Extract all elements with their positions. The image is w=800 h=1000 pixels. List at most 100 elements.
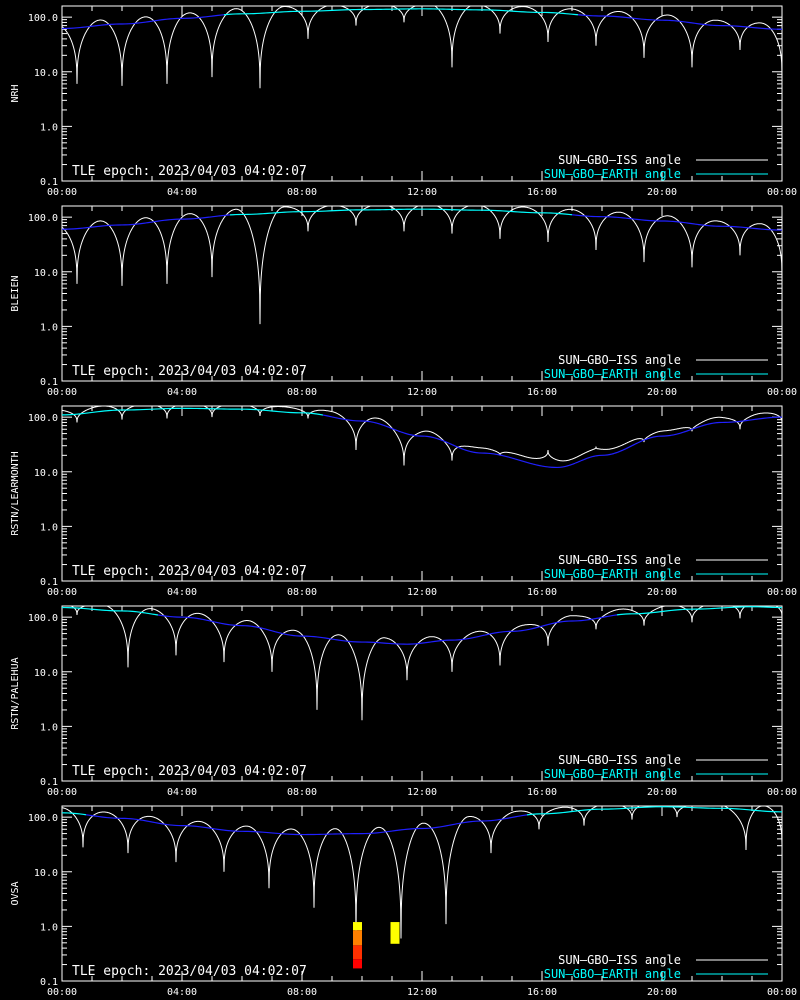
observation-marker — [353, 922, 362, 931]
series-sun-gbo-earth-segment — [526, 461, 531, 464]
series-sun-gbo-earth-segment — [502, 817, 507, 820]
legend-label-iss: SUN—GBO—ISS angle — [558, 353, 681, 367]
x-tick-label: 16:00 — [527, 987, 557, 998]
series-sun-gbo-earth-segment — [454, 822, 459, 825]
series-sun-gbo-earth-segment — [496, 453, 501, 456]
series-sun-gbo-earth-segment — [532, 627, 537, 630]
y-tick-label: 0.1 — [40, 977, 58, 988]
series-sun-gbo-earth-segment — [202, 618, 207, 621]
series-sun-gbo-earth-segment — [454, 445, 459, 448]
series-sun-gbo-earth-segment — [691, 427, 696, 430]
y-tick-label: 1.0 — [40, 522, 58, 533]
panel-1: 0.1 1.0 10.0 100.0 BLEIEN 00:00 04:00 08:00 12:0… — [10, 205, 797, 398]
series-sun-gbo-earth-segment — [490, 632, 495, 635]
x-tick-label: 04:00 — [167, 387, 197, 398]
x-tick-label: 20:00 — [647, 787, 677, 798]
series-sun-gbo-earth-segment — [331, 416, 336, 419]
panel-4: 0.1 1.0 10.0 100.0 OVSA 00:00 04:00 08:00 12:00 1… — [10, 805, 797, 998]
series-sun-gbo-earth-segment — [682, 430, 687, 433]
series-sun-gbo-earth-segment — [253, 626, 258, 628]
series-sun-gbo-earth-segment — [610, 452, 615, 455]
legend-label-iss: SUN—GBO—ISS angle — [558, 153, 681, 167]
y-axis-label: BLEIEN — [10, 275, 21, 311]
legend-label-earth: SUN—GBO—EARTH angle — [544, 167, 681, 181]
series-sun-gbo-earth-segment — [607, 453, 612, 456]
y-tick-label: 10.0 — [34, 468, 58, 479]
y-tick-label: 0.1 — [40, 577, 58, 588]
legend-label-iss: SUN—GBO—ISS angle — [558, 753, 681, 767]
series-sun-gbo-earth-segment — [442, 440, 447, 443]
observation-marker — [390, 922, 400, 944]
series-sun-gbo-earth-segment — [277, 631, 282, 634]
series-sun-gbo-earth-segment — [385, 425, 390, 428]
x-tick-label: 16:00 — [527, 187, 557, 198]
series-sun-gbo-earth-segment — [709, 422, 714, 425]
x-tick-label: 08:00 — [287, 187, 317, 198]
series-sun-gbo-earth-segment — [544, 623, 549, 626]
series-sun-gbo-earth-segment — [445, 824, 450, 827]
tle-epoch-annotation: TLE epoch: 2023/04/03 04:02:07 — [72, 564, 307, 579]
series-sun-gbo-earth-segment — [319, 413, 324, 416]
series-sun-gbo-earth-segment — [484, 633, 489, 636]
series-sun-gbo-earth-segment — [679, 431, 684, 434]
series-sun-gbo-earth-segment — [427, 435, 432, 438]
series-sun-gbo-earth-segment — [694, 426, 699, 429]
series-sun-gbo-earth-segment — [685, 429, 690, 432]
series-sun-gbo-earth-segment — [469, 637, 474, 639]
series-sun-gbo-earth-segment — [397, 430, 402, 433]
series-sun-gbo-earth-segment — [688, 428, 693, 431]
observation-marker — [353, 930, 362, 946]
series-sun-gbo-earth-segment — [595, 617, 600, 620]
series-sun-gbo-earth-segment — [376, 422, 381, 425]
series-sun-gbo-earth-segment — [517, 815, 522, 817]
x-tick-label: 04:00 — [167, 187, 197, 198]
series-sun-gbo-earth-segment — [334, 416, 339, 419]
series-sun-gbo-earth-segment — [592, 455, 597, 458]
x-tick-label: 04:00 — [167, 987, 197, 998]
series-sun-gbo-earth-segment — [340, 418, 345, 420]
series-sun-gbo-earth-segment — [154, 821, 159, 824]
series-sun-gbo-earth-segment — [439, 439, 444, 442]
series-sun-gbo-earth-segment — [589, 455, 594, 458]
y-tick-label: 10.0 — [34, 868, 58, 879]
y-tick-label: 1.0 — [40, 922, 58, 933]
series-sun-gbo-earth-segment — [466, 450, 471, 453]
x-tick-label: 00:00 — [767, 187, 797, 198]
series-sun-gbo-earth-segment — [394, 429, 399, 432]
series-sun-gbo-earth-segment — [697, 425, 702, 428]
tle-epoch-annotation: TLE epoch: 2023/04/03 04:02:07 — [72, 964, 307, 979]
series-sun-gbo-earth-segment — [631, 443, 636, 447]
series-sun-gbo-earth-segment — [328, 415, 333, 418]
series-sun-gbo-iss-line — [62, 6, 782, 89]
y-axis-label: RSTN/LEARMONTH — [10, 451, 21, 535]
y-tick-label: 10.0 — [34, 668, 58, 679]
series-sun-gbo-earth-segment — [472, 636, 477, 639]
x-tick-label: 04:00 — [167, 587, 197, 598]
x-tick-label: 12:00 — [407, 587, 437, 598]
series-sun-gbo-earth-segment — [448, 824, 453, 826]
series-sun-gbo-earth-segment — [649, 436, 654, 439]
series-sun-gbo-earth-segment — [523, 461, 528, 464]
series-sun-gbo-earth-segment — [391, 427, 396, 431]
series-sun-gbo-earth-segment — [535, 464, 540, 467]
series-sun-gbo-earth-segment — [634, 442, 639, 445]
x-tick-label: 16:00 — [527, 587, 557, 598]
series-sun-gbo-earth-segment — [508, 456, 513, 459]
series-sun-gbo-earth-segment — [460, 821, 465, 824]
series-sun-gbo-earth-segment — [547, 623, 552, 626]
series-sun-gbo-iss-line — [62, 606, 782, 721]
series-sun-gbo-earth-segment — [400, 431, 405, 434]
x-tick-label: 00:00 — [47, 587, 77, 598]
series-sun-gbo-earth-segment — [283, 633, 288, 636]
series-sun-gbo-earth-segment — [622, 448, 627, 451]
series-sun-gbo-earth-segment — [205, 619, 210, 622]
series-sun-gbo-earth-segment — [370, 421, 375, 424]
x-tick-label: 00:00 — [47, 787, 77, 798]
legend-label-earth: SUN—GBO—EARTH angle — [544, 967, 681, 981]
series-sun-gbo-earth-segment — [220, 622, 225, 625]
series-sun-gbo-earth-segment — [481, 634, 486, 637]
series-sun-gbo-earth-segment — [373, 421, 378, 424]
series-sun-gbo-earth-segment — [526, 628, 531, 631]
series-sun-gbo-earth-segment — [640, 439, 645, 442]
series-sun-gbo-earth-segment — [601, 616, 606, 619]
